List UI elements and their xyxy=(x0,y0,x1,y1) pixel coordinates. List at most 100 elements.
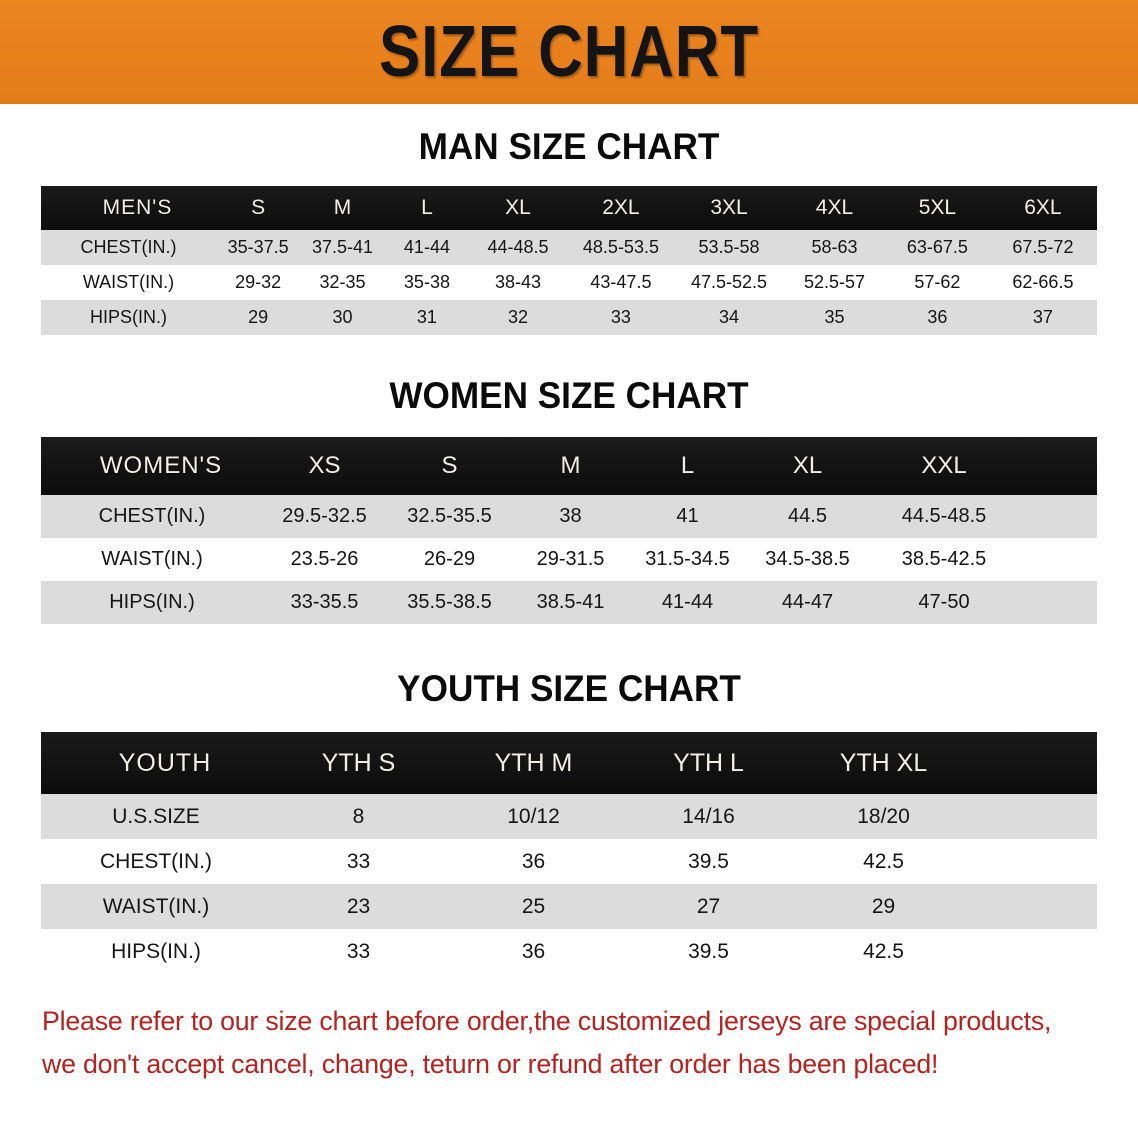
youth-row-label: U.S.SIZE xyxy=(112,804,200,828)
table-cell: 38.5-42.5 xyxy=(901,548,987,570)
table-cell: 41-44 xyxy=(403,237,450,257)
table-cell: 36 xyxy=(927,307,948,327)
youth-col-header: YTH M xyxy=(494,748,573,777)
youth-size-table: YOUTH YTH S YTH M YTH L YTH XL U.S.SIZE … xyxy=(41,732,1097,974)
page-banner: SIZE CHART xyxy=(0,0,1138,104)
youth-row-label: HIPS(IN.) xyxy=(111,939,201,963)
table-cell: 67.5-72 xyxy=(1012,237,1074,257)
youth-col-header: YTH L xyxy=(673,748,744,777)
disclaimer-text: Please refer to our size chart before or… xyxy=(42,1000,1091,1086)
youth-table-wrapper: YOUTH YTH S YTH M YTH L YTH XL U.S.SIZE … xyxy=(41,732,1098,974)
table-cell: 23 xyxy=(346,894,371,918)
women-section-title: WOMEN SIZE CHART xyxy=(389,375,749,416)
women-corner-label: WOMEN'S xyxy=(99,452,223,479)
table-row: U.S.SIZE 8 10/12 14/16 18/20 xyxy=(41,794,1097,839)
women-size-table: WOMEN'S XS S M L XL XXL CHEST(IN.) 29.5-… xyxy=(41,437,1097,624)
table-cell: 52.5-57 xyxy=(803,272,866,292)
table-cell-spacer xyxy=(971,884,1097,929)
table-cell: 33 xyxy=(610,307,631,327)
man-section-title: MAN SIZE CHART xyxy=(418,126,720,167)
table-row: HIPS(IN.) 33 36 39.5 42.5 xyxy=(41,929,1097,974)
table-cell: 48.5-53.5 xyxy=(582,237,659,257)
table-cell: 8 xyxy=(352,804,365,828)
table-cell-spacer xyxy=(1020,538,1097,581)
table-cell: 23.5-26 xyxy=(290,548,359,570)
women-row-label: HIPS(IN.) xyxy=(109,591,195,613)
table-cell: 34.5-38.5 xyxy=(765,548,850,570)
table-cell: 57-62 xyxy=(914,272,961,292)
man-col-header: L xyxy=(421,196,433,219)
table-row: CHEST(IN.) 29.5-32.5 32.5-35.5 38 41 44.… xyxy=(41,495,1097,538)
disclaimer-line-1: Please refer to our size chart before or… xyxy=(42,1006,1052,1036)
table-cell: 29 xyxy=(248,307,269,327)
table-cell: 26-29 xyxy=(423,548,476,570)
man-col-header: 4XL xyxy=(815,196,854,219)
table-cell: 44.5-48.5 xyxy=(901,505,987,527)
youth-row-label: CHEST(IN.) xyxy=(100,849,212,873)
table-cell: 44-47 xyxy=(781,591,834,613)
table-cell: 35.5-38.5 xyxy=(407,591,492,613)
women-row-label: WAIST(IN.) xyxy=(101,548,203,570)
table-cell: 32 xyxy=(508,307,529,327)
table-cell: 47-50 xyxy=(918,591,970,613)
women-col-header: XL xyxy=(792,452,823,479)
youth-section-title: YOUTH SIZE CHART xyxy=(397,668,741,709)
table-cell: 42.5 xyxy=(863,849,904,873)
women-col-header: L xyxy=(680,452,695,479)
man-table-wrapper: MEN'S S M L XL 2XL 3XL 4XL 5XL 6XL CHEST… xyxy=(41,186,1098,335)
table-cell: 10/12 xyxy=(507,804,560,828)
table-cell: 53.5-58 xyxy=(698,237,760,257)
women-header-row: WOMEN'S XS S M L XL XXL xyxy=(41,437,1097,495)
youth-col-header: YTH S xyxy=(321,748,396,777)
table-cell: 44-48.5 xyxy=(487,237,549,257)
table-cell: 39.5 xyxy=(688,849,729,873)
table-cell-spacer xyxy=(971,794,1097,839)
man-col-header: S xyxy=(251,196,266,219)
table-cell: 41 xyxy=(676,505,699,527)
table-row: HIPS(IN.) 33-35.5 35.5-38.5 38.5-41 41-4… xyxy=(41,581,1097,624)
table-cell-spacer xyxy=(1020,495,1097,538)
table-cell: 35-37.5 xyxy=(227,237,289,257)
table-cell: 30 xyxy=(332,307,353,327)
women-header-spacer xyxy=(1020,437,1097,495)
table-row: WAIST(IN.) 29-32 32-35 35-38 38-43 43-47… xyxy=(41,265,1097,300)
man-size-table: MEN'S S M L XL 2XL 3XL 4XL 5XL 6XL CHEST… xyxy=(41,186,1097,335)
table-cell: 63-67.5 xyxy=(906,237,968,257)
table-row: CHEST(IN.) 35-37.5 37.5-41 41-44 44-48.5… xyxy=(41,230,1097,265)
disclaimer-line-2: we don't accept cancel, change, teturn o… xyxy=(42,1049,939,1080)
table-cell: 14/16 xyxy=(682,804,735,828)
table-cell: 32.5-35.5 xyxy=(407,505,492,527)
table-cell: 25 xyxy=(521,894,546,918)
man-col-header: 2XL xyxy=(602,196,640,219)
table-row: CHEST(IN.) 33 36 39.5 42.5 xyxy=(41,839,1097,884)
table-cell: 37.5-41 xyxy=(312,237,374,257)
youth-col-header: YTH XL xyxy=(839,748,928,777)
women-col-header: S xyxy=(441,452,458,479)
table-cell: 33-35.5 xyxy=(290,591,359,613)
table-cell: 62-66.5 xyxy=(1012,272,1074,292)
table-row: WAIST(IN.) 23 25 27 29 xyxy=(41,884,1097,929)
table-cell: 32-35 xyxy=(319,272,366,292)
table-cell: 33 xyxy=(346,939,371,963)
table-cell: 31.5-34.5 xyxy=(645,548,730,570)
table-row: HIPS(IN.) 29 30 31 32 33 34 35 36 37 xyxy=(41,300,1097,335)
women-row-label: CHEST(IN.) xyxy=(98,505,206,527)
youth-header-spacer xyxy=(971,732,1097,794)
women-col-header: M xyxy=(560,452,581,479)
women-col-header: XXL xyxy=(921,452,967,479)
women-col-header: XS xyxy=(308,452,341,479)
table-cell: 35-38 xyxy=(403,272,450,292)
table-cell: 38.5-41 xyxy=(536,591,605,613)
table-cell: 42.5 xyxy=(863,939,904,963)
youth-header-row: YOUTH YTH S YTH M YTH L YTH XL xyxy=(41,732,1097,794)
man-corner-label: MEN'S xyxy=(102,196,173,219)
table-cell: 43-47.5 xyxy=(590,272,652,292)
man-col-header: 5XL xyxy=(918,196,957,219)
table-cell: 36 xyxy=(521,939,546,963)
table-cell: 35 xyxy=(824,307,845,327)
table-cell: 29.5-32.5 xyxy=(282,505,367,527)
table-cell-spacer xyxy=(971,929,1097,974)
table-cell: 39.5 xyxy=(688,939,729,963)
man-col-header: 6XL xyxy=(1024,196,1062,219)
table-cell: 58-63 xyxy=(811,237,858,257)
